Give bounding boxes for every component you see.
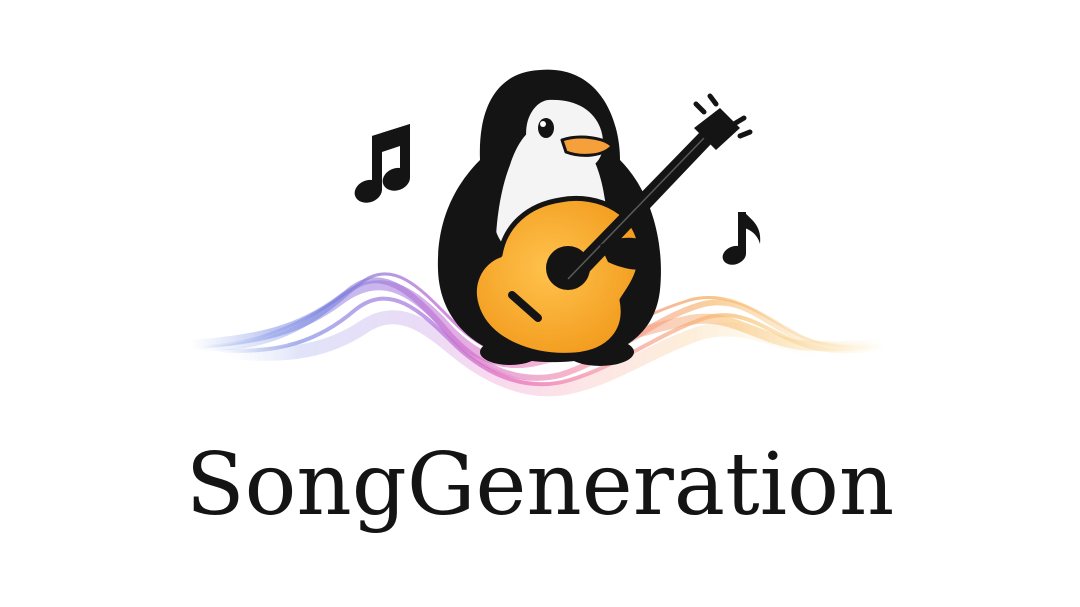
music-note-single-icon xyxy=(722,212,761,265)
music-note-double-icon xyxy=(354,124,410,203)
songgeneration-logo xyxy=(185,69,890,397)
brand-wordmark: SongGeneration xyxy=(185,435,895,535)
guitar-icon xyxy=(471,93,753,358)
